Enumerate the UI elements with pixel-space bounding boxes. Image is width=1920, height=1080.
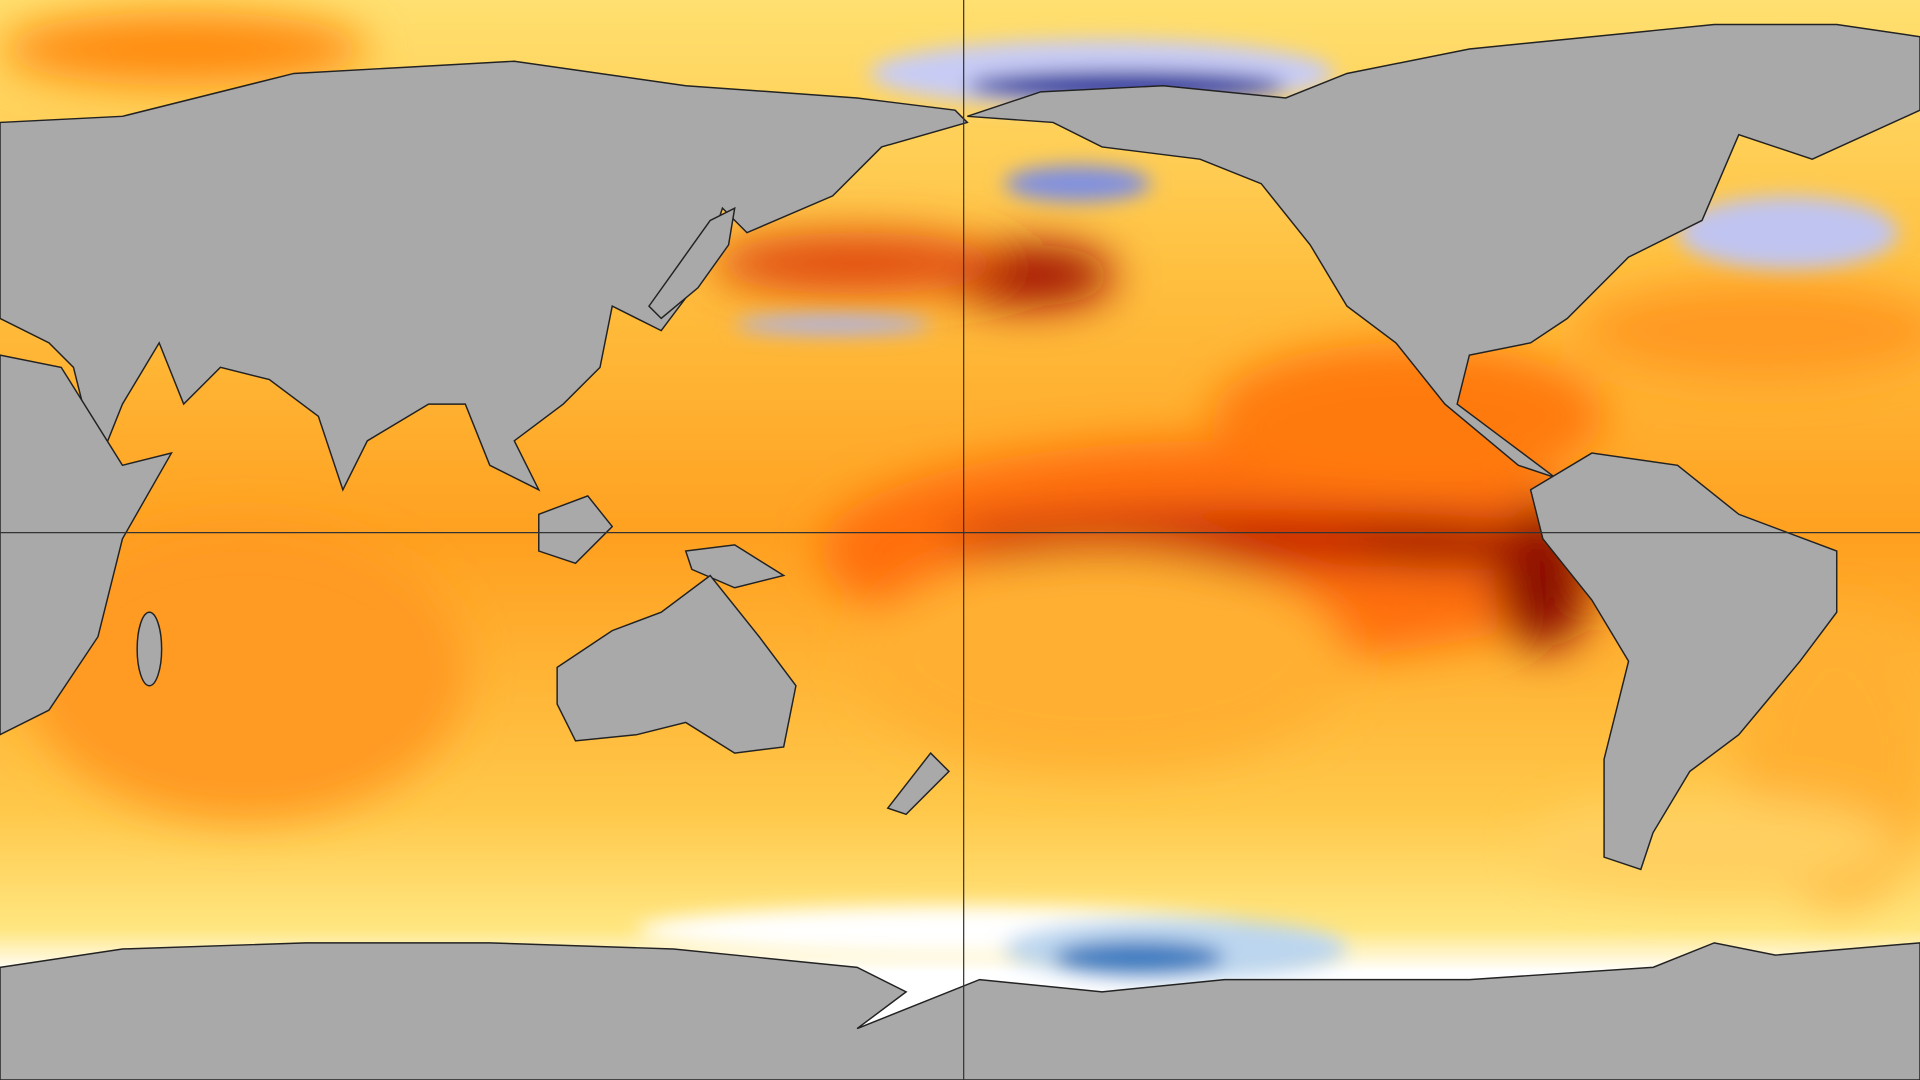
- antarctica: [0, 942, 1920, 1080]
- anomaly-field: [0, 12, 1920, 907]
- australia: [556, 574, 797, 754]
- land: [0, 23, 1920, 1080]
- africa: [0, 354, 173, 736]
- madagascar: [136, 611, 163, 687]
- new-zealand: [886, 751, 951, 816]
- south-america: [1529, 452, 1838, 871]
- north-america: [967, 23, 1920, 479]
- eurasia: [0, 60, 969, 492]
- borneo: [538, 495, 614, 565]
- japan: [648, 206, 736, 320]
